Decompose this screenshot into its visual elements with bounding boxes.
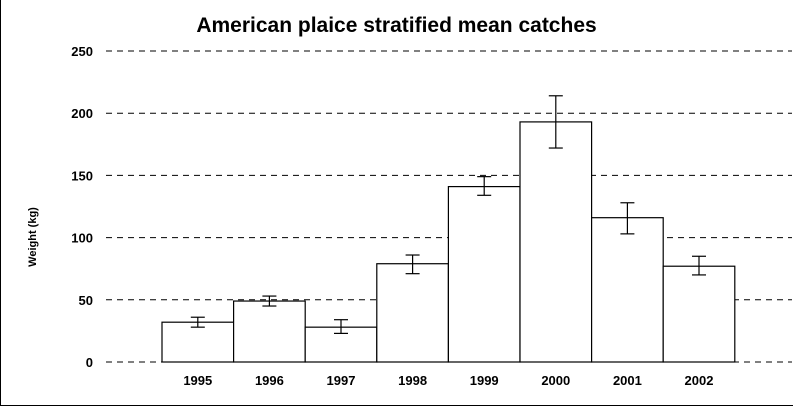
y-axis-ticks: 0 50 100 150 200 250 xyxy=(71,44,93,370)
y-tick-label: 250 xyxy=(71,44,93,59)
x-tick-label: 1999 xyxy=(470,373,499,388)
x-tick-label: 1998 xyxy=(398,373,427,388)
bar xyxy=(519,121,593,363)
x-tick-label: 2001 xyxy=(613,373,642,388)
error-bars xyxy=(190,95,706,334)
bar xyxy=(590,217,664,363)
x-tick-label: 1997 xyxy=(327,373,356,388)
y-tick-label: 100 xyxy=(71,231,93,246)
bar xyxy=(447,185,521,363)
bar xyxy=(376,263,449,363)
bar xyxy=(233,300,306,363)
x-tick-label: 2000 xyxy=(541,373,570,388)
y-tick-label: 150 xyxy=(71,168,93,183)
bar xyxy=(161,321,235,363)
y-tick-label: 200 xyxy=(71,106,93,121)
y-axis-label: Weight (kg) xyxy=(27,207,39,267)
bar xyxy=(662,265,736,363)
y-tick-label: 50 xyxy=(79,293,93,308)
y-tick-label: 0 xyxy=(86,355,93,370)
bars xyxy=(161,121,736,363)
x-tick-label: 1996 xyxy=(255,373,284,388)
x-axis-ticks: 1995 1996 1997 1998 1999 2000 2001 2002 xyxy=(183,373,713,388)
x-tick-label: 1995 xyxy=(183,373,212,388)
chart-title: American plaice stratified mean catches xyxy=(196,14,597,37)
x-tick-label: 2002 xyxy=(685,373,714,388)
